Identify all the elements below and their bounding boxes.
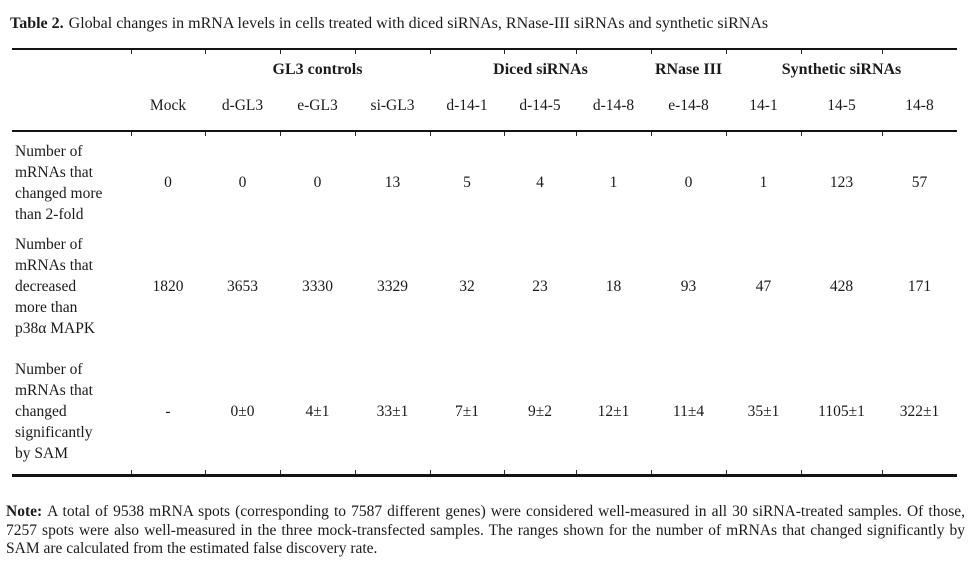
column-header-row: Mock d-GL3 e-GL3 si-GL3 d-14-1 d-14-5 d-… — [12, 84, 957, 130]
table-cell: 0 — [313, 174, 322, 191]
table-cell: 35±1 — [747, 402, 780, 420]
row-label: Number of mRNAs that changed significant… — [15, 361, 93, 462]
table-cell: 123 — [829, 174, 854, 191]
table-cell: 3330 — [302, 277, 333, 295]
table-cell: 93 — [680, 277, 697, 295]
table-caption-number: Table 2. — [10, 15, 64, 32]
table-row-changed-2fold: Number of mRNAs that changed more than 2… — [12, 132, 957, 232]
row-label: Number of mRNAs that changed more than 2… — [15, 143, 103, 223]
table-row-changed-sam: Number of mRNAs that changed significant… — [12, 345, 957, 474]
table-cell: 32 — [459, 277, 475, 295]
table-rule-header — [12, 130, 957, 136]
column-ticks — [12, 470, 957, 474]
group-header-rnase-iii: RNase III — [654, 61, 723, 78]
table-cell: 1 — [759, 174, 768, 191]
table-cell: 0±0 — [230, 402, 255, 420]
column-header-14-5: 14-5 — [827, 97, 856, 114]
table-rule-top — [12, 48, 957, 54]
table-cell: 428 — [829, 277, 854, 295]
table-cell: 9±2 — [527, 402, 552, 420]
table-cell: 0 — [684, 174, 693, 191]
table-cell: 322±1 — [899, 402, 940, 420]
group-header-synthetic-sirnas: Synthetic siRNAs — [781, 61, 902, 78]
results-table: GL3 controls Diced siRNAs RNase III Synt… — [12, 48, 957, 477]
table-cell: 1820 — [152, 277, 184, 295]
table-caption: Table 2. Global changes in mRNA levels in… — [10, 14, 971, 33]
row-label: Number of mRNAs that decreased more than… — [15, 236, 96, 337]
table-cell: 0 — [164, 174, 172, 191]
column-header-d-14-1: d-14-1 — [446, 97, 488, 114]
table-cell: 57 — [911, 174, 928, 191]
table-cell: 3329 — [377, 277, 408, 295]
column-header-d-14-5: d-14-5 — [519, 97, 561, 114]
footnote-label: Note: — [6, 503, 43, 520]
column-header-e-gl3: e-GL3 — [297, 97, 338, 114]
table-cell: 23 — [532, 277, 548, 295]
table-caption-text: Global changes in mRNA levels in cells t… — [68, 15, 769, 32]
group-header-gl3-controls: GL3 controls — [272, 61, 363, 78]
column-header-mock: Mock — [149, 97, 187, 114]
column-header-d-gl3: d-GL3 — [221, 97, 264, 114]
table-cell: 47 — [755, 277, 772, 295]
table-rule-bottom — [12, 470, 957, 477]
group-header-diced-sirnas: Diced siRNAs — [493, 61, 588, 78]
table-cell: 33±1 — [376, 402, 409, 420]
column-ticks — [12, 50, 957, 54]
column-header-14-1: 14-1 — [749, 97, 778, 114]
table-cell: 0 — [238, 174, 247, 191]
table-cell: 4 — [536, 174, 544, 191]
column-ticks — [12, 132, 957, 136]
table-cell: 11±4 — [672, 402, 705, 420]
table-cell: - — [165, 402, 171, 420]
column-header-e-14-8: e-14-8 — [668, 97, 709, 114]
table-cell: 1 — [609, 174, 618, 191]
table-footnote: Note: A total of 9538 mRNA spots (corresp… — [6, 503, 965, 559]
table-cell: 171 — [907, 277, 932, 295]
table-cell: 1105±1 — [818, 402, 865, 420]
table-cell: 12±1 — [597, 402, 630, 420]
table-cell: 5 — [463, 174, 471, 191]
table-cell: 4±1 — [305, 402, 330, 420]
column-header-d-14-8: d-14-8 — [592, 97, 635, 114]
table-cell: 18 — [605, 277, 622, 295]
table-cell: 3653 — [227, 277, 258, 295]
column-header-14-8: 14-8 — [905, 97, 934, 114]
footnote-text: A total of 9538 mRNA spots (correspondin… — [6, 503, 965, 557]
table-cell: 13 — [384, 174, 401, 191]
table-cell: 7±1 — [454, 402, 479, 420]
column-header-si-gl3: si-GL3 — [370, 97, 415, 114]
table-row-decreased-p38: Number of mRNAs that decreased more than… — [12, 232, 957, 345]
group-header-row: GL3 controls Diced siRNAs RNase III Synt… — [12, 50, 957, 84]
